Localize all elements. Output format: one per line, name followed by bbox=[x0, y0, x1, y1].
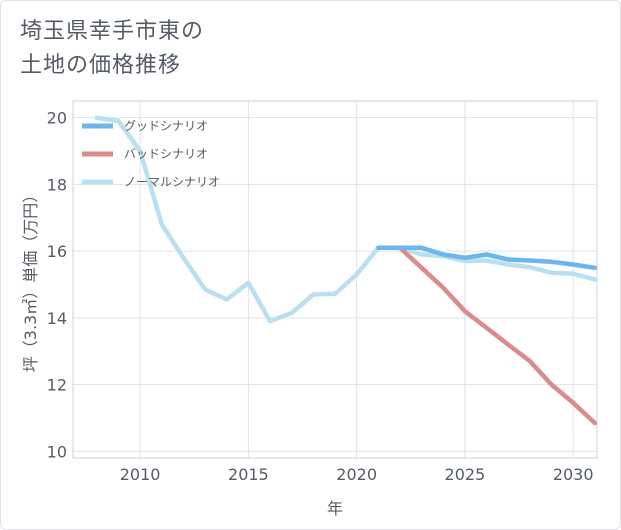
y-tick-label-16: 16 bbox=[47, 242, 67, 261]
series-line-normal bbox=[94, 115, 597, 324]
legend-label-good: グッドシナリオ bbox=[124, 119, 208, 133]
x-tick-label-2015: 2015 bbox=[228, 465, 269, 484]
legend-label-bad: バッドシナリオ bbox=[124, 147, 208, 161]
y-tick-label-18: 18 bbox=[47, 175, 67, 194]
chart-title-line2: 土地の価格推移 bbox=[20, 53, 182, 78]
y-axis-title: 坪（3.3㎡）単価（万円） bbox=[21, 187, 40, 372]
series-line-good bbox=[376, 245, 597, 271]
x-tick-label-2030: 2030 bbox=[553, 465, 594, 484]
y-tick-label-12: 12 bbox=[47, 376, 67, 395]
x-tick-label-2010: 2010 bbox=[120, 465, 161, 484]
legend-label-normal: ノーマルシナリオ bbox=[124, 175, 220, 189]
y-tick-label-20: 20 bbox=[47, 109, 67, 128]
x-tick-label-2025: 2025 bbox=[445, 465, 486, 484]
x-tick-label-2020: 2020 bbox=[336, 465, 377, 484]
chart-title: 埼玉県幸手市東の 土地の価格推移 bbox=[20, 15, 204, 83]
y-tick-label-10: 10 bbox=[47, 442, 67, 461]
y-tick-label-14: 14 bbox=[47, 309, 67, 328]
series-line-bad bbox=[376, 245, 597, 426]
x-axis-title: 年 bbox=[327, 499, 343, 518]
chart-title-line1: 埼玉県幸手市東の bbox=[20, 19, 205, 44]
